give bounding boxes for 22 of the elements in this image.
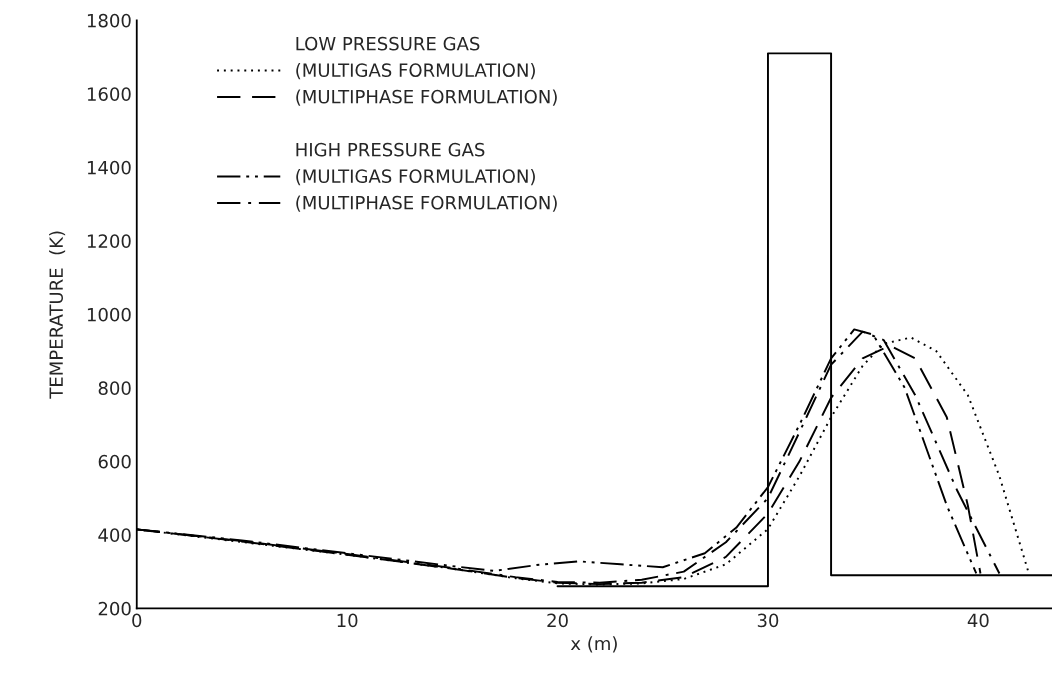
y-tick-label: 1400	[87, 160, 131, 175]
y-tick-label: 400	[98, 528, 131, 542]
legend-label: (MULTIGAS FORMULATION)	[296, 63, 535, 80]
y-tick-label: 1200	[87, 234, 131, 248]
y-tick-label: 1000	[87, 307, 131, 322]
legend-label: (MULTIPHASE FORMULATION)	[296, 89, 557, 106]
annotation: HIGH PRESSURE GAS	[296, 142, 485, 157]
annotation: LOW PRESSURE GAS	[296, 36, 480, 51]
x-tick-label: 40	[967, 613, 989, 628]
y-tick-label: 1600	[87, 87, 131, 101]
x-tick-label: 0	[132, 613, 142, 628]
x-tick-label: 20	[547, 613, 568, 628]
x-tick-label: 30	[757, 613, 779, 628]
legend-label: (MULTIPHASE FORMULATION)	[296, 195, 557, 212]
y-tick-label: 1800	[87, 13, 131, 28]
x-axis-title: x (m)	[570, 636, 617, 653]
x-tick-label: 10	[337, 613, 358, 628]
legend-label: (MULTIGAS FORMULATION)	[296, 169, 535, 186]
y-tick-label: 600	[98, 454, 131, 469]
y-axis-title: TEMPERATURE (K)	[49, 231, 66, 399]
y-tick-label: 200	[98, 601, 131, 616]
y-tick-label: 800	[98, 381, 131, 395]
